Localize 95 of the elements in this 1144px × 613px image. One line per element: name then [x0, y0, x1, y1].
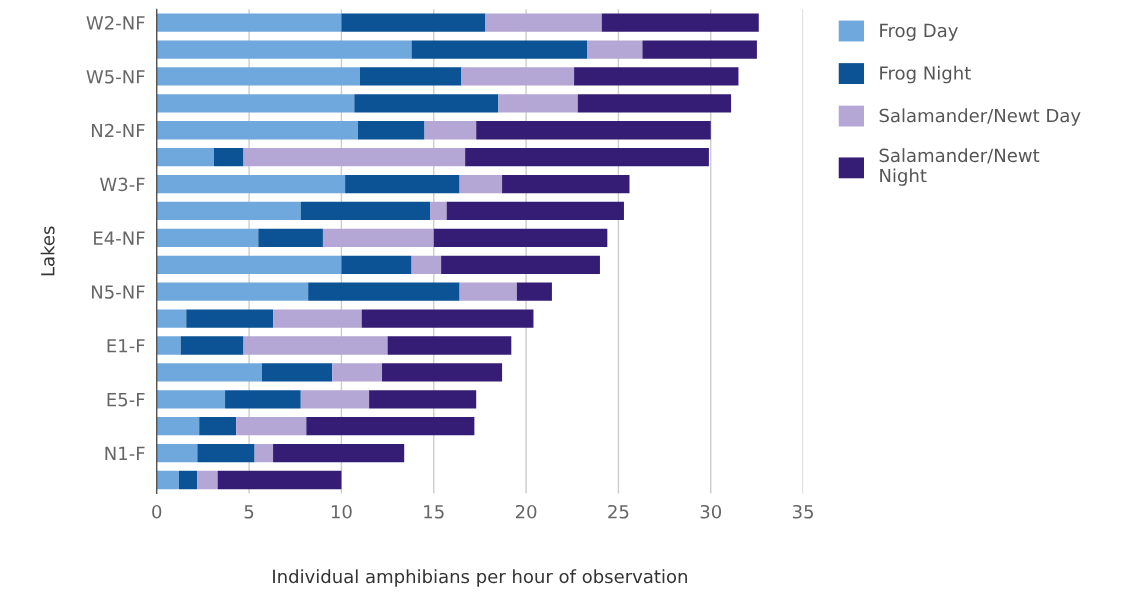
bar	[273, 309, 362, 328]
bar	[359, 67, 462, 86]
bar	[156, 390, 226, 409]
bar	[156, 282, 309, 301]
bar	[642, 40, 757, 59]
bar	[156, 309, 187, 328]
bar	[300, 390, 370, 409]
x-tick-label: 15	[424, 505, 444, 519]
bar	[601, 13, 759, 32]
bar	[186, 309, 274, 328]
bar	[498, 94, 578, 113]
bar	[156, 94, 355, 113]
bar	[446, 201, 624, 221]
y-tick-label: E1-F	[107, 339, 145, 353]
bar	[236, 417, 307, 436]
bar	[156, 336, 181, 355]
bar	[341, 13, 486, 32]
bar	[156, 13, 342, 32]
bar	[459, 282, 517, 301]
bar	[358, 121, 425, 140]
bar	[332, 363, 383, 382]
bar	[261, 363, 333, 382]
y-tick-label: N5-NF	[91, 285, 145, 299]
bar	[341, 255, 412, 274]
bar	[516, 282, 552, 301]
bar	[461, 67, 575, 86]
bar	[156, 228, 259, 248]
bar	[199, 417, 237, 436]
bar	[322, 228, 434, 248]
bar	[465, 148, 709, 167]
bar	[180, 336, 244, 355]
x-axis-title: Individual amphibians per hour of observation	[273, 569, 687, 587]
bar	[306, 417, 475, 436]
bar	[411, 255, 442, 274]
bar	[308, 282, 460, 301]
x-tick-label: 20	[515, 504, 537, 519]
bar	[156, 363, 262, 382]
bar	[156, 255, 342, 274]
bar	[476, 121, 711, 140]
bar	[156, 443, 198, 463]
x-tick-label: 5	[244, 505, 254, 519]
bar	[217, 470, 342, 490]
bar	[354, 94, 499, 113]
bar	[254, 443, 274, 463]
bar	[273, 443, 405, 463]
y-tick-label: W3-F	[99, 177, 145, 192]
y-tick-label: N2-NF	[91, 123, 145, 138]
bar	[243, 148, 466, 167]
bar	[387, 336, 512, 355]
bar	[441, 255, 600, 274]
bar	[178, 470, 198, 490]
legend-label: Frog Day	[880, 23, 958, 41]
y-tick-label: W5-NF	[86, 70, 145, 84]
bar	[411, 40, 588, 59]
bar	[197, 470, 218, 490]
bar	[459, 174, 503, 194]
bar	[587, 40, 643, 59]
y-tick-label: N1-F	[105, 446, 145, 460]
bar	[430, 201, 447, 221]
x-tick-label: 10	[331, 504, 352, 519]
bar	[574, 67, 739, 86]
bar	[156, 121, 359, 140]
legend-label: Frog Night	[880, 65, 971, 84]
bar	[369, 390, 477, 409]
bar	[433, 228, 608, 248]
bar	[502, 174, 630, 194]
bar	[156, 174, 346, 194]
bar	[156, 40, 412, 59]
bar	[156, 417, 200, 436]
bar	[361, 309, 534, 328]
x-tick-label: 25	[608, 504, 629, 519]
y-tick-label: E4-NF	[94, 231, 145, 245]
bar	[243, 336, 388, 355]
bar	[225, 390, 301, 409]
bar	[485, 13, 602, 32]
y-tick-label: E5-F	[107, 393, 145, 407]
y-tick-label: W2-NF	[86, 16, 145, 30]
bar	[424, 121, 477, 140]
bar	[213, 148, 244, 167]
legend-label: Salamander/Newt Day	[879, 108, 1081, 126]
bar	[197, 443, 255, 463]
bar	[300, 201, 431, 221]
x-tick-label: 0	[152, 504, 162, 519]
bar	[156, 201, 301, 221]
bar	[382, 363, 503, 382]
legend-label: Salamander/Newt Night	[879, 148, 1040, 186]
bar	[156, 67, 360, 86]
bar	[156, 470, 179, 490]
x-tick-label: 35	[792, 504, 813, 519]
bar	[345, 174, 460, 194]
bar	[258, 228, 323, 248]
bar	[156, 148, 214, 167]
x-tick-label: 30	[700, 504, 722, 519]
bar	[577, 94, 732, 113]
y-axis-title: Lakes	[40, 226, 55, 276]
